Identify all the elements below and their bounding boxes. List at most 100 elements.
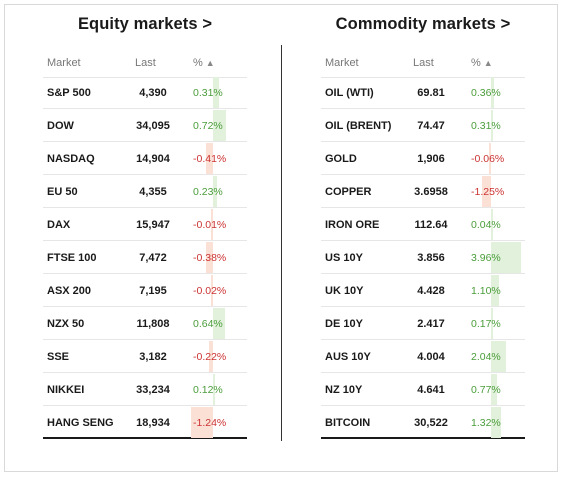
market-name: OIL (BRENT) xyxy=(325,120,392,132)
market-name: FTSE 100 xyxy=(47,252,97,264)
market-name: NZX 50 xyxy=(47,318,85,330)
last-price: 30,522 xyxy=(414,417,448,429)
negative-change-bar xyxy=(190,407,213,438)
market-name: ASX 200 xyxy=(47,285,92,297)
percent-change: 0.72% xyxy=(193,120,223,132)
positive-change-bar xyxy=(491,242,521,273)
market-name: DOW xyxy=(47,120,74,132)
last-price: 3.6958 xyxy=(414,186,448,198)
panel-divider xyxy=(281,45,282,441)
percent-change: -1.25% xyxy=(471,186,505,198)
percent-change: 0.36% xyxy=(471,87,501,99)
market-name: EU 50 xyxy=(47,186,78,198)
positive-change-bar xyxy=(491,407,501,438)
positive-change-bar xyxy=(491,308,493,339)
table-row[interactable]: IRON ORE 112.64 0.04% xyxy=(321,209,525,241)
negative-change-bar xyxy=(206,242,213,273)
market-name: GOLD xyxy=(325,153,357,165)
last-price: 74.47 xyxy=(417,120,445,132)
market-name: OIL (WTI) xyxy=(325,87,374,99)
table-row[interactable]: FTSE 100 7,472 -0.38% xyxy=(43,242,247,274)
negative-change-bar xyxy=(481,176,491,207)
last-price: 2.417 xyxy=(417,318,445,330)
table-row[interactable]: OIL (BRENT) 74.47 0.31% xyxy=(321,110,525,142)
table-row[interactable]: SSE 3,182 -0.22% xyxy=(43,341,247,373)
last-price: 1,906 xyxy=(417,153,445,165)
last-price: 4,390 xyxy=(139,87,167,99)
table-row[interactable]: NASDAQ 14,904 -0.41% xyxy=(43,143,247,175)
market-name: BITCOIN xyxy=(325,417,371,429)
percent-change: 0.12% xyxy=(193,384,223,396)
percent-change: 2.04% xyxy=(471,351,501,363)
positive-change-bar xyxy=(491,341,507,372)
market-name: DAX xyxy=(47,219,71,231)
commodity-markets-title-link[interactable]: Commodity markets > xyxy=(335,15,511,33)
table-row[interactable]: AUS 10Y 4.004 2.04% xyxy=(321,341,525,373)
last-price: 33,234 xyxy=(136,384,170,396)
percent-change: -0.38% xyxy=(193,252,227,264)
table-row[interactable]: DAX 15,947 -0.01% xyxy=(43,209,247,241)
percent-change: 0.23% xyxy=(193,186,223,198)
table-row[interactable]: NZX 50 11,808 0.64% xyxy=(43,308,247,340)
percent-change: -0.06% xyxy=(471,153,505,165)
column-header-market: Market xyxy=(47,57,81,69)
table-row[interactable]: UK 10Y 4.428 1.10% xyxy=(321,275,525,307)
market-name: HANG SENG xyxy=(47,417,114,429)
column-header-percent-sort[interactable]: % ▲ xyxy=(471,57,493,69)
table-row[interactable]: HANG SENG 18,934 -1.24% xyxy=(43,407,247,439)
market-name: DE 10Y xyxy=(325,318,363,330)
last-price: 4.004 xyxy=(417,351,445,363)
last-price: 112.64 xyxy=(414,219,448,231)
last-price: 11,808 xyxy=(136,318,170,330)
table-row[interactable]: US 10Y 3.856 3.96% xyxy=(321,242,525,274)
positive-change-bar xyxy=(491,77,494,108)
percent-change: 0.31% xyxy=(471,120,501,132)
last-price: 3,182 xyxy=(139,351,167,363)
equity-table-header: Market Last % ▲ xyxy=(43,51,247,78)
negative-change-bar xyxy=(205,143,213,174)
positive-change-bar xyxy=(213,308,225,339)
table-row[interactable]: NIKKEI 33,234 0.12% xyxy=(43,374,247,406)
market-name: AUS 10Y xyxy=(325,351,371,363)
table-row[interactable]: GOLD 1,906 -0.06% xyxy=(321,143,525,175)
table-row[interactable]: OIL (WTI) 69.81 0.36% xyxy=(321,77,525,109)
last-price: 7,195 xyxy=(139,285,167,297)
last-price: 18,934 xyxy=(136,417,170,429)
percent-change: 0.31% xyxy=(193,87,223,99)
market-name: COPPER xyxy=(325,186,372,198)
percent-change: -0.22% xyxy=(193,351,227,363)
table-row[interactable]: EU 50 4,355 0.23% xyxy=(43,176,247,208)
markets-card: Equity markets > Market Last % ▲ S&P 500 4… xyxy=(4,4,558,472)
negative-change-bar xyxy=(211,275,213,306)
table-row[interactable]: DOW 34,095 0.72% xyxy=(43,110,247,142)
percent-change: 1.32% xyxy=(471,417,501,429)
last-price: 4.641 xyxy=(417,384,445,396)
market-name: S&P 500 xyxy=(47,87,91,99)
negative-change-bar xyxy=(211,209,213,240)
positive-change-bar xyxy=(491,374,497,405)
percent-change: 0.17% xyxy=(471,318,501,330)
last-price: 14,904 xyxy=(136,153,170,165)
table-row[interactable]: ASX 200 7,195 -0.02% xyxy=(43,275,247,307)
column-header-percent-sort[interactable]: % ▲ xyxy=(193,57,215,69)
equity-markets-title-link[interactable]: Equity markets > xyxy=(77,15,213,33)
percent-change: 0.04% xyxy=(471,219,501,231)
table-row[interactable]: NZ 10Y 4.641 0.77% xyxy=(321,374,525,406)
table-row[interactable]: BITCOIN 30,522 1.32% xyxy=(321,407,525,439)
negative-change-bar xyxy=(489,143,491,174)
market-name: US 10Y xyxy=(325,252,363,264)
market-name: NASDAQ xyxy=(47,153,95,165)
last-price: 34,095 xyxy=(136,120,170,132)
column-header-last: Last xyxy=(413,57,434,69)
table-row[interactable]: S&P 500 4,390 0.31% xyxy=(43,77,247,109)
table-row[interactable]: COPPER 3.6958 -1.25% xyxy=(321,176,525,208)
market-name: NZ 10Y xyxy=(325,384,363,396)
market-name: NIKKEI xyxy=(47,384,85,396)
positive-change-bar xyxy=(213,374,216,405)
table-row[interactable]: DE 10Y 2.417 0.17% xyxy=(321,308,525,340)
commodity-table-body: OIL (WTI) 69.81 0.36% OIL (BRENT) 74.47 0.31%… xyxy=(321,77,525,440)
market-name: UK 10Y xyxy=(325,285,364,297)
sort-ascending-icon: ▲ xyxy=(483,58,493,68)
positive-change-bar xyxy=(213,110,226,141)
last-price: 7,472 xyxy=(139,252,167,264)
